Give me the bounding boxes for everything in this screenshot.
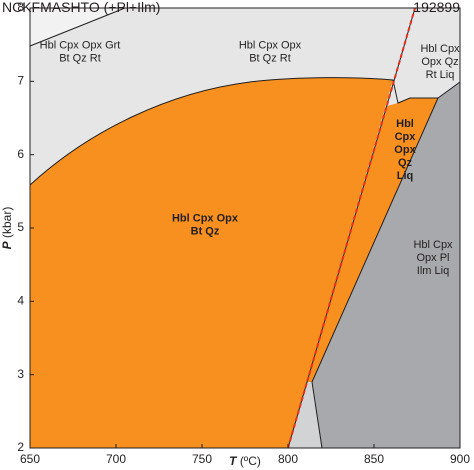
field-label: Hbl Cpx Opx Grt Bt Qz Rt [40,39,121,64]
field-orange [30,77,393,448]
field-label-line: Hbl Cpx Opx Grt [40,39,121,51]
plot-fields [29,7,461,449]
field-label-line: Hbl Cpx Opx [172,212,239,224]
field-label-line: Hbl Cpx Opx [239,39,302,51]
field-liq [312,82,460,448]
y-tick-label: 8 [17,0,24,14]
x-tick-label: 900 [450,452,470,466]
field-label-line: Hbl Cpx [413,239,453,251]
y-tick-label: 5 [17,220,24,234]
solidus-line [287,7,416,449]
y-tick-label: 4 [17,294,24,308]
field-label-line: Opx [394,144,416,156]
boundary [311,97,439,449]
field-label: Hbl Cpx Opx Qz Liq [394,118,416,182]
field-label-line: Bt Qz Rt [249,52,291,64]
x-tick-label: 750 [192,452,212,466]
y-tick-label: 6 [17,147,24,161]
boundary [29,77,461,186]
field-small [288,382,322,448]
field-label-line: Hbl [396,118,414,130]
x-tick-label: 800 [278,452,298,466]
x-tick-label: 650 [20,452,40,466]
x-axis-label: T (ºC) [229,454,261,468]
field-label: Hbl Cpx Opx Bt Qz [172,212,239,237]
y-tick-label: 7 [17,74,24,88]
field-label-line: Cpx [395,131,417,143]
x-tick-label: 700 [106,452,126,466]
chart-title: NCKFMASHTO (+Pl+Ilm) [2,0,160,15]
y-tick-label: 2 [17,440,24,454]
x-unit: (ºC) [240,454,261,468]
field-label-line: Ilm Liq [417,265,449,277]
field-label-line: Opx Qz [421,56,458,68]
field-label: Hbl Cpx Opx Pl Ilm Liq [413,239,453,277]
sample-label: 192899 [413,0,460,15]
field-label-line: Opx Pl [416,252,449,264]
field-label: Hbl Cpx Opx Bt Qz Rt [239,39,302,64]
field-label-line: Liq [397,170,414,182]
boundary [29,7,126,47]
field-orange-liq [307,98,438,382]
field-label-line: Rt Liq [426,69,455,81]
field-label-line: Hbl Cpx [420,43,460,55]
y-tick-label: 3 [17,367,24,381]
x-symbol: T [229,454,238,468]
y-axis-label: P (kbar) [0,207,14,250]
y-unit: (kbar) [0,207,14,238]
field-label-line: Bt Qz Rt [59,52,101,64]
field-label-line: Bt Qz [191,225,220,237]
x-tick-label: 850 [364,452,384,466]
y-symbol: P [0,240,14,249]
field-label: Hbl Cpx Opx Qz Rt Liq [420,43,460,81]
field-label-line: Qz [398,157,413,169]
